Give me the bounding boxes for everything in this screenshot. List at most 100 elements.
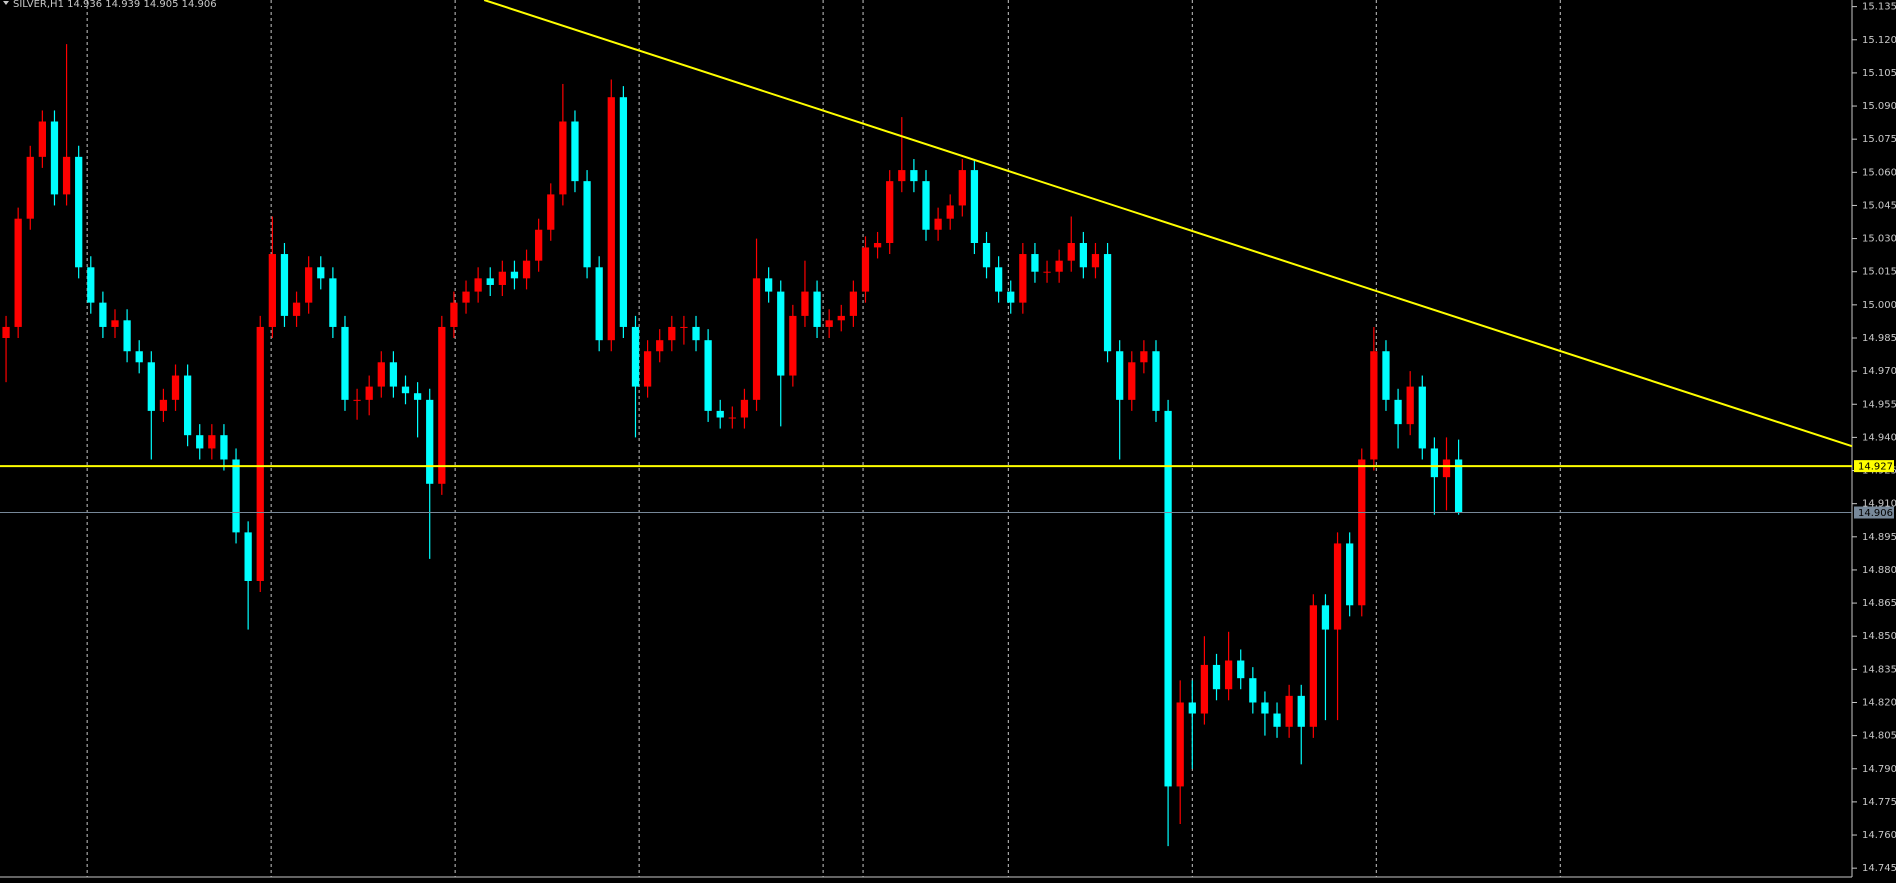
candle-body <box>571 121 579 182</box>
candle-body <box>752 278 761 400</box>
candle-body <box>692 326 700 341</box>
candle-body <box>1346 543 1354 606</box>
candle-body <box>99 302 107 327</box>
y-tick-label: 15.120 <box>1862 35 1896 46</box>
candle-body <box>1261 702 1269 714</box>
candle-body <box>607 97 615 341</box>
candle-body <box>1031 254 1039 272</box>
candle-body <box>2 326 10 338</box>
candle-body <box>1333 543 1342 630</box>
candle-body <box>1116 351 1124 400</box>
candle-body <box>1176 702 1184 787</box>
candle-body <box>1370 351 1378 460</box>
candle-body <box>1067 242 1075 261</box>
candle-body <box>1200 664 1209 714</box>
price-label: 14.927 <box>1858 462 1893 473</box>
candle-body <box>946 205 954 219</box>
price-label-box <box>1854 460 1894 473</box>
candle-body <box>958 170 966 206</box>
candle-body <box>1019 254 1027 303</box>
y-tick-label: 15.090 <box>1862 101 1896 112</box>
candle-body <box>220 435 228 460</box>
candle-body <box>765 278 773 292</box>
candle-body <box>62 156 71 195</box>
candle-body <box>196 435 204 449</box>
candle-body <box>1237 660 1245 679</box>
candle-body <box>486 278 494 285</box>
candle-body <box>849 291 858 316</box>
candle-body <box>341 326 349 400</box>
candle-body <box>801 291 809 316</box>
candle-body <box>1249 678 1257 703</box>
candle-body <box>1007 291 1015 303</box>
candle-body <box>559 121 567 195</box>
candle-body <box>1394 399 1402 425</box>
chart-title: SILVER,H1 14.936 14.939 14.905 14.906 <box>13 0 217 10</box>
candle-body <box>716 410 724 418</box>
y-tick-label: 14.955 <box>1862 399 1896 410</box>
y-tick-label: 14.745 <box>1862 863 1896 874</box>
candle-body <box>631 326 640 387</box>
candle-body <box>389 362 398 387</box>
candle-body <box>970 170 979 243</box>
y-tick-label: 15.000 <box>1862 300 1896 311</box>
candle-body <box>171 375 180 400</box>
candle-body <box>111 320 119 327</box>
menu-triangle <box>3 1 9 5</box>
y-tick-label: 14.865 <box>1862 598 1896 609</box>
candle-body <box>159 399 168 411</box>
candle-body <box>183 375 192 436</box>
candle-body <box>1297 695 1305 727</box>
y-tick-label: 14.835 <box>1862 664 1896 675</box>
candle-body <box>1418 386 1426 449</box>
candle-body <box>377 362 385 387</box>
y-tick-label: 15.030 <box>1862 234 1896 245</box>
candle-body <box>147 362 155 411</box>
candle-body <box>1285 695 1293 727</box>
y-tick-label: 14.790 <box>1862 764 1896 775</box>
y-tick-label: 15.060 <box>1862 167 1896 178</box>
candle-body <box>643 351 652 387</box>
candle-body <box>38 121 46 157</box>
candle-body <box>401 386 410 394</box>
y-tick-label: 14.760 <box>1862 830 1896 841</box>
candle-body <box>934 218 942 230</box>
candle-body <box>208 435 216 449</box>
candle-body <box>1164 410 1172 787</box>
candle-body <box>26 156 34 219</box>
candle-body <box>789 315 797 376</box>
candle-body <box>1128 362 1136 400</box>
candle-body <box>292 302 301 316</box>
y-tick-label: 15.045 <box>1862 200 1896 211</box>
candle-body <box>426 399 434 484</box>
candle-body <box>1442 459 1451 478</box>
candle-body <box>1140 351 1148 363</box>
candle-body <box>14 218 22 327</box>
y-tick-label: 14.880 <box>1862 565 1896 576</box>
candle-body <box>583 181 591 268</box>
candle-body <box>317 267 325 279</box>
candle-body <box>1382 351 1390 400</box>
candle-body <box>813 291 821 327</box>
y-tick-label: 15.135 <box>1862 2 1896 13</box>
candle-body <box>1188 702 1196 714</box>
y-tick-label: 15.075 <box>1862 134 1896 145</box>
y-tick-label: 14.850 <box>1862 631 1896 642</box>
y-tick-label: 15.015 <box>1862 267 1896 278</box>
candle-body <box>232 459 240 533</box>
candle-body <box>1358 459 1366 606</box>
candle-body <box>522 260 531 279</box>
candle-body <box>1430 448 1439 478</box>
candle-body <box>1273 713 1281 727</box>
candle-body <box>305 267 313 303</box>
candle-body <box>244 532 252 581</box>
y-tick-label: 14.985 <box>1862 333 1896 344</box>
y-tick-label: 14.940 <box>1862 432 1896 443</box>
candle-body <box>87 267 95 303</box>
candle-body <box>1043 271 1051 273</box>
candle-body <box>510 271 519 279</box>
candle-body <box>873 242 882 248</box>
candle-body <box>135 351 143 363</box>
candle-body <box>704 340 712 411</box>
